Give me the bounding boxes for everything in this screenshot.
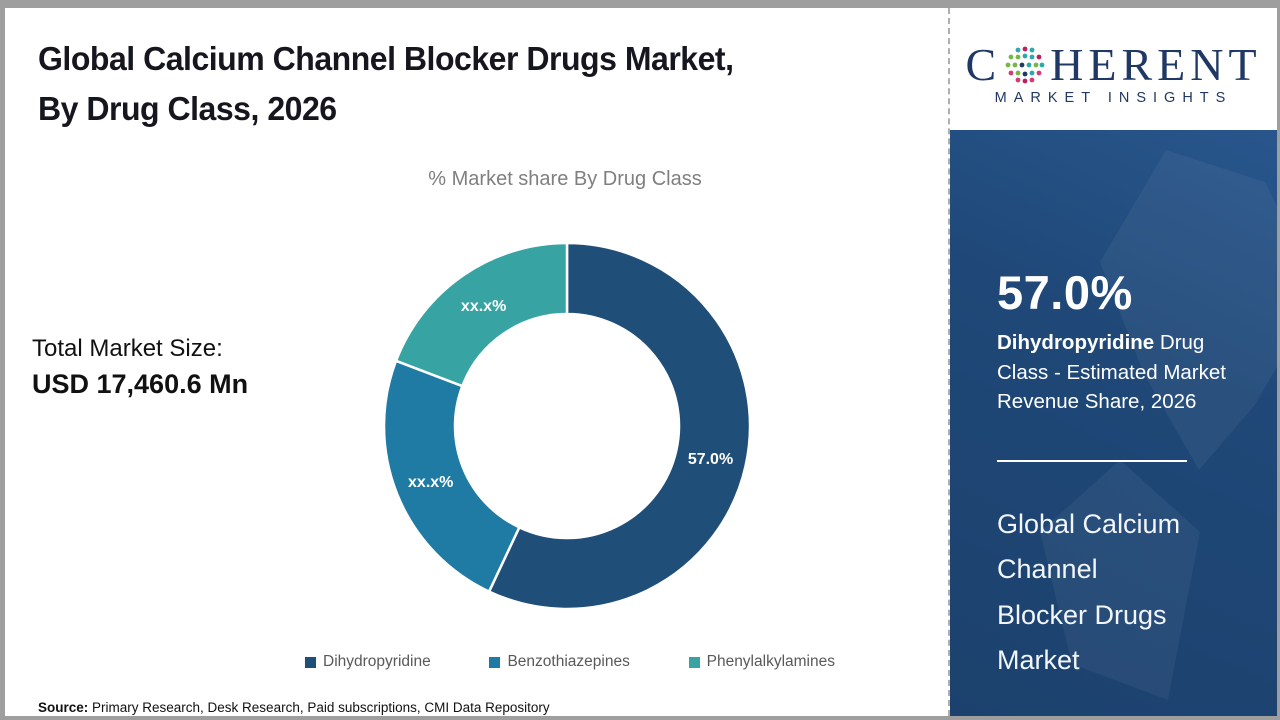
legend-swatch-icon: [688, 656, 700, 668]
logo-letter-c: C: [965, 39, 1002, 90]
donut-segment-phenylalkylamines: [394, 241, 569, 388]
donut-segment-label: xx.x%: [408, 474, 453, 491]
coherent-logo: C HERENT: [965, 42, 1261, 88]
donut-segment-benzothiazepines: [382, 359, 521, 593]
highlight-stat-value: 57.0%: [997, 266, 1133, 319]
market-title-line: Blocker Drugs: [997, 599, 1167, 630]
total-market-size-label: Total Market Size:: [32, 335, 223, 362]
legend-swatch-icon: [305, 656, 316, 668]
stat-rest: Drug Class - Estimated Market Revenue Sh…: [997, 331, 1226, 414]
legend-label: Phenylalkylamines: [706, 653, 835, 670]
logo-subtitle: MARKET INSIGHTS: [994, 90, 1233, 106]
donut-chart-svg: 57.0% xx.x% xx.x%: [382, 241, 752, 611]
chart-title: % Market share By Drug Class: [428, 168, 702, 190]
legend-item-benzothiazepines: Benzothiazepines: [489, 653, 630, 671]
legend-item-dihydropyridine: Dihydropyridine: [305, 653, 431, 671]
page-title-line-1: Global Calcium Channel Blocker Drugs Mar…: [38, 40, 734, 77]
page-title-line-2: By Drug Class, 2026: [38, 90, 337, 128]
brand-sidebar: C HERENT MARKET INSIGHTS 57.0%: [950, 8, 1277, 716]
source-line: Source: Primary Research, Desk Research,…: [38, 700, 550, 715]
donut-segment-label: xx.x%: [461, 298, 506, 315]
market-title-line: Channel: [997, 554, 1098, 585]
page-title: Global Calcium Channel Blocker Drugs Mar…: [38, 34, 872, 134]
main-chart-area: Global Calcium Channel Blocker Drugs Mar…: [5, 8, 950, 716]
market-title-line: Global Calcium: [997, 509, 1181, 539]
legend-label: Benzothiazepines: [507, 653, 630, 670]
source-text: Primary Research, Desk Research, Paid su…: [88, 700, 550, 715]
sidebar-divider: [997, 460, 1187, 462]
donut-segment-dihydropyridine: [487, 241, 752, 611]
highlight-stat-description: Dihydropyridine Drug Class - Estimated M…: [997, 328, 1245, 417]
globe-dots-icon: [1005, 46, 1045, 84]
market-title-line: Market: [997, 645, 1080, 676]
logo-panel: C HERENT MARKET INSIGHTS: [950, 8, 1277, 130]
donut-segment-label: 57.0%: [688, 451, 733, 468]
chart-legend: Dihydropyridine Benzothiazepines Phenyla…: [305, 653, 835, 671]
sidebar-body: 57.0% Dihydropyridine Drug Class - Estim…: [950, 130, 1277, 716]
source-prefix: Source:: [38, 700, 89, 715]
stat-term: Dihydropyridine: [997, 331, 1155, 354]
donut-chart: 57.0% xx.x% xx.x%: [377, 236, 757, 616]
total-market-size-block: Total Market Size: USD 17,460.6 Mn: [32, 332, 248, 403]
total-market-size-value: USD 17,460.6 Mn: [32, 368, 249, 399]
legend-label: Dihydropyridine: [323, 653, 431, 670]
sidebar-market-title: Global Calcium Channel Blocker Drugs Mar…: [997, 502, 1180, 683]
logo-letters-herent: HERENT: [1050, 39, 1262, 90]
legend-item-phenylalkylamines: Phenylalkylamines: [688, 653, 835, 671]
legend-swatch-icon: [489, 656, 501, 668]
